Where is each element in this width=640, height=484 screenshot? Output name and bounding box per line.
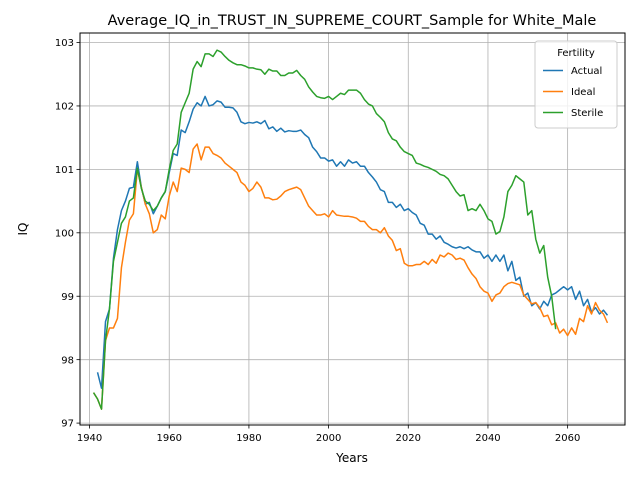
y-tick-label: 101 [55, 165, 74, 176]
y-tick-label: 97 [61, 419, 74, 430]
legend-label-actual: Actual [571, 66, 602, 77]
plot-frame [79, 32, 626, 426]
y-axis-label: IQ [16, 223, 30, 236]
y-axis-ticks: 97 98 99 100 101 102 103 [55, 38, 80, 430]
x-tick-label: 2020 [396, 433, 421, 444]
legend-label-sterile: Sterile [571, 108, 603, 119]
series-line-ideal [92, 143, 609, 410]
x-tick-label: 2060 [555, 433, 580, 444]
x-tick-label: 1940 [77, 433, 102, 444]
series-lines [92, 49, 609, 410]
legend-title: Fertility [557, 48, 595, 59]
x-tick-label: 1980 [236, 433, 261, 444]
legend: Fertility Actual Ideal Sterile [534, 40, 618, 129]
x-axis-label: Years [335, 451, 368, 465]
chart-title: Average_IQ_in_TRUST_IN_SUPREME_COURT_Sam… [108, 13, 597, 29]
y-tick-label: 102 [55, 102, 74, 113]
y-tick-label: 103 [55, 38, 74, 49]
series-line-sterile [92, 49, 557, 410]
x-axis-ticks: 1940 1960 1980 2000 2020 2040 2060 [77, 425, 580, 444]
y-tick-label: 100 [55, 228, 74, 239]
x-tick-label: 2040 [475, 433, 500, 444]
x-tick-label: 2000 [316, 433, 341, 444]
y-tick-label: 98 [61, 355, 74, 366]
x-tick-label: 1960 [157, 433, 182, 444]
y-tick-label: 99 [61, 292, 74, 303]
legend-box [534, 40, 618, 129]
legend-label-ideal: Ideal [571, 87, 595, 98]
